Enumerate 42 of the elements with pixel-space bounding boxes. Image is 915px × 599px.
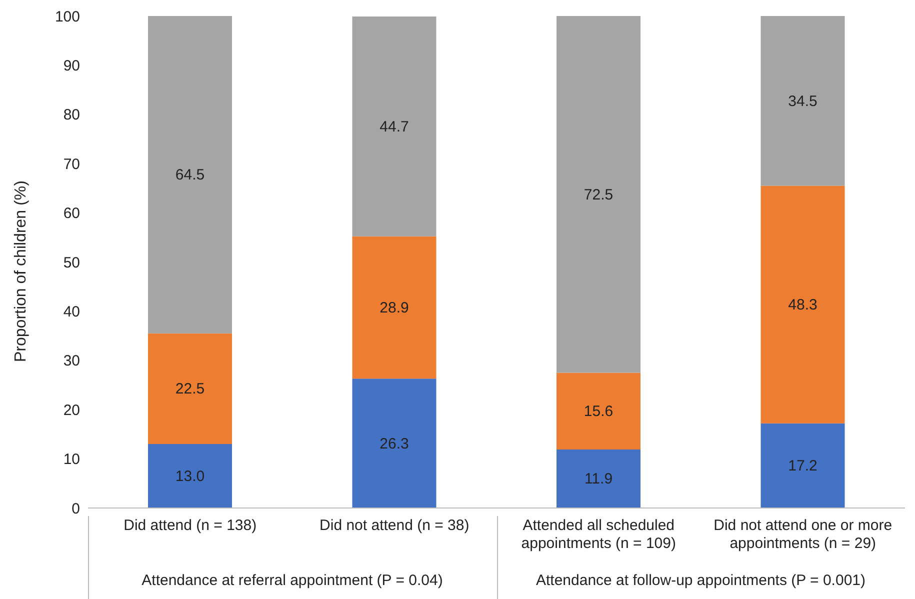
data-label: 34.5 <box>788 92 818 110</box>
data-label: 48.3 <box>788 296 818 314</box>
y-axis-title: Proportion of children (%) <box>12 180 30 362</box>
bar <box>148 16 232 334</box>
x-tick-label: Attended all scheduled appointments (n = 109) <box>521 517 676 552</box>
y-tick-label: 60 <box>63 205 80 222</box>
data-label: 64.5 <box>175 166 205 184</box>
data-label: 44.7 <box>380 118 409 136</box>
bar <box>352 16 436 236</box>
y-tick-label: 20 <box>63 402 80 419</box>
y-tick-label: 70 <box>63 156 80 173</box>
y-tick-label: 30 <box>63 352 80 370</box>
y-tick-label: 80 <box>63 106 80 124</box>
y-tick-label: 40 <box>63 304 80 321</box>
data-label: 11.9 <box>584 470 613 488</box>
bar <box>148 333 232 444</box>
x-tick-label: Did attend (n = 138) <box>124 517 257 534</box>
y-tick-label: 90 <box>63 58 80 75</box>
x-tick-label: Did not attend (n = 38) <box>320 517 470 534</box>
bar <box>556 16 640 373</box>
data-label: 28.9 <box>380 300 409 317</box>
bar <box>556 372 640 450</box>
data-label: 72.5 <box>584 186 614 204</box>
bar <box>760 423 845 508</box>
y-tick-label: 0 <box>72 500 80 518</box>
bar <box>760 186 845 424</box>
bar <box>148 444 232 508</box>
bar <box>352 378 436 508</box>
data-label: 15.6 <box>584 403 614 420</box>
text: Attendance at follow-up appointments (P = 0.001) <box>534 572 867 589</box>
x-tick-label: Did not attend one or more appointments (n = 29) <box>714 517 892 552</box>
y-tick-label: 100 <box>54 8 80 26</box>
data-label: 13.0 <box>175 468 205 486</box>
bar <box>760 16 845 186</box>
bar <box>352 236 436 379</box>
y-tick-label: 10 <box>63 451 80 468</box>
y-tick-label: 50 <box>63 254 80 272</box>
bar <box>556 449 640 508</box>
text: Attendance at referral appointment (P = 0.04) <box>140 572 444 589</box>
data-label: 22.5 <box>175 380 205 398</box>
data-label: 26.3 <box>380 435 409 452</box>
data-label: 17.2 <box>788 458 818 475</box>
